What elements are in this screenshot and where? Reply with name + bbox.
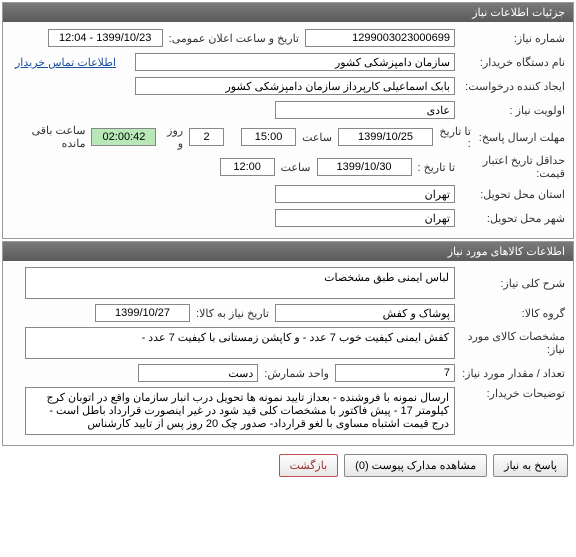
panel1-header: جزئیات اطلاعات نیاز: [3, 3, 573, 22]
min-valid-date-field[interactable]: [317, 158, 412, 176]
buyer-org-field[interactable]: [135, 53, 455, 71]
row-priority: اولویت نیاز :: [11, 100, 565, 120]
row-buyer-org: نام دستگاه خریدار: اطلاعات تماس خریدار: [11, 52, 565, 72]
panel2-header: اطلاعات کالاهای مورد نیاز: [3, 242, 573, 261]
city-label: شهر محل تحویل:: [455, 212, 565, 225]
creator-label: ایجاد کننده درخواست:: [455, 80, 565, 93]
row-min-valid: حداقل تاریخ اعتبار قیمت: تا تاریخ : ساعت: [11, 154, 565, 180]
min-valid-to-label: تا تاریخ :: [412, 161, 455, 174]
row-need-no: شماره نیاز: تاریخ و ساعت اعلان عمومی:: [11, 28, 565, 48]
remaining-field[interactable]: [91, 128, 156, 146]
city-field[interactable]: [275, 209, 455, 227]
priority-label: اولویت نیاز :: [455, 104, 565, 117]
province-label: استان محل تحویل:: [455, 188, 565, 201]
contact-link[interactable]: اطلاعات تماس خریدار: [15, 56, 116, 69]
general-desc-field[interactable]: [25, 267, 455, 299]
need-date-label: تاریخ نیاز به کالا:: [190, 307, 275, 320]
panel1-body: شماره نیاز: تاریخ و ساعت اعلان عمومی: نا…: [3, 22, 573, 238]
group-field[interactable]: [275, 304, 455, 322]
row-general-desc: شرح کلی نیاز:: [11, 267, 565, 299]
row-city: شهر محل تحویل:: [11, 208, 565, 228]
pub-dt-label: تاریخ و ساعت اعلان عمومی:: [163, 32, 305, 45]
row-deadline: مهلت ارسال پاسخ: تا تاریخ : ساعت روز و س…: [11, 124, 565, 150]
days-label: روز و: [156, 124, 189, 150]
general-desc-label: شرح کلی نیاز:: [455, 277, 565, 290]
priority-field[interactable]: [275, 101, 455, 119]
deadline-label: مهلت ارسال پاسخ:: [471, 131, 565, 144]
qty-field[interactable]: [335, 364, 455, 382]
deadline-time-field[interactable]: [241, 128, 296, 146]
creator-field[interactable]: [135, 77, 455, 95]
buyer-org-label: نام دستگاه خریدار:: [455, 56, 565, 69]
min-valid-time-field[interactable]: [220, 158, 275, 176]
province-field[interactable]: [275, 185, 455, 203]
spec-label: مشخصات کالای مورد نیاز:: [455, 330, 565, 356]
row-group: گروه کالا: تاریخ نیاز به کالا:: [11, 303, 565, 323]
buyer-notes-field[interactable]: [25, 387, 455, 435]
buyer-notes-label: توضیحات خریدار:: [455, 387, 565, 400]
row-spec: مشخصات کالای مورد نیاز:: [11, 327, 565, 359]
view-docs-button[interactable]: مشاهده مدارک پیوست (0): [344, 454, 487, 477]
deadline-time-label: ساعت: [296, 131, 338, 144]
goods-info-panel: اطلاعات کالاهای مورد نیاز شرح کلی نیاز: …: [2, 241, 574, 446]
unit-label: واحد شمارش:: [258, 367, 335, 380]
back-button[interactable]: بازگشت: [279, 454, 339, 477]
to-date-label: تا تاریخ :: [433, 125, 471, 150]
need-no-field[interactable]: [305, 29, 455, 47]
row-buyer-notes: توضیحات خریدار:: [11, 387, 565, 435]
group-label: گروه کالا:: [455, 307, 565, 320]
qty-label: تعداد / مقدار مورد نیاز:: [455, 367, 565, 380]
deadline-date-field[interactable]: [338, 128, 433, 146]
remaining-label: ساعت باقی مانده: [11, 124, 91, 150]
min-valid-label: حداقل تاریخ اعتبار قیمت:: [455, 154, 565, 180]
reply-button[interactable]: پاسخ به نیاز: [493, 454, 568, 477]
need-date-field[interactable]: [95, 304, 190, 322]
row-qty: تعداد / مقدار مورد نیاز: واحد شمارش:: [11, 363, 565, 383]
unit-field[interactable]: [138, 364, 258, 382]
spec-field[interactable]: [25, 327, 455, 359]
row-province: استان محل تحویل:: [11, 184, 565, 204]
button-row: پاسخ به نیاز مشاهده مدارک پیوست (0) بازگ…: [0, 448, 576, 483]
need-details-panel: جزئیات اطلاعات نیاز شماره نیاز: تاریخ و …: [2, 2, 574, 239]
row-creator: ایجاد کننده درخواست:: [11, 76, 565, 96]
pub-dt-field[interactable]: [48, 29, 163, 47]
min-valid-time-label: ساعت: [275, 161, 317, 174]
panel2-body: شرح کلی نیاز: گروه کالا: تاریخ نیاز به ک…: [3, 261, 573, 445]
days-field[interactable]: [189, 128, 224, 146]
need-no-label: شماره نیاز:: [455, 32, 565, 45]
